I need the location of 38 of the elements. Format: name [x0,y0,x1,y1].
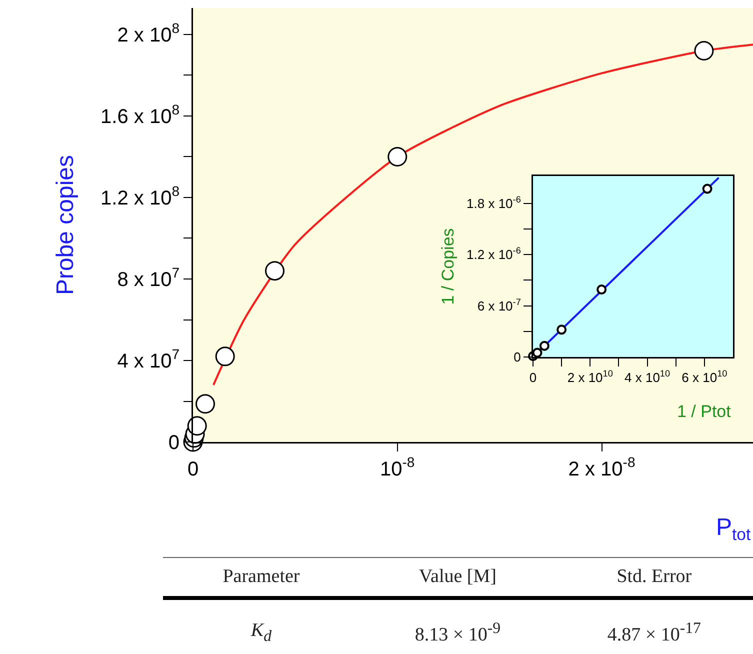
text: Parameter [222,566,301,588]
x-axis-title: 1 / Ptot [677,402,732,421]
text: 8.13 × 10$^{-9}$ [414,620,502,646]
x-tick-label: 10$^{-8}$ [380,454,415,480]
y-tick-label: 8 x 10$^{7}$ [117,264,180,291]
point [596,284,607,295]
x-tick-label: 2 x 10$^{-8}$ [568,454,636,480]
x-tick-label: 6 x 10$^{10}$ [682,368,728,386]
text: Value [M] [418,566,498,588]
point [556,324,567,335]
text: Std. Error [616,566,693,588]
y-axis-title: 1 / Copies [438,228,458,305]
x-tick-label: 0 [187,458,199,480]
y-tick-label: 0 [168,432,180,454]
x-tick-label: 2 x 10$^{10}$ [567,368,613,386]
point [196,394,216,414]
y-tick-label: 1.8 x 10$^{-6}$ [466,194,521,211]
text: K$_{d}$ [250,620,273,646]
point [388,146,408,166]
point [187,416,207,436]
point [539,340,550,351]
text: 4.87 × 10$^{-17}$ [606,620,702,646]
y-tick-label: 1.2 x 10$^{-6}$ [466,246,521,262]
y-tick-label: 6 x 10$^{-7}$ [477,296,521,314]
y-tick-label: 2 x 10$^{8}$ [117,20,180,46]
x-tick-label: 0 [529,370,537,386]
point [532,348,542,358]
point [265,261,284,281]
y-tick-label: 1.2 x 10$^{8}$ [100,183,180,210]
x-axis-title: P$_{tot}$ [716,514,752,544]
point [702,184,712,194]
y-axis-title: Probe copies [52,154,79,296]
point [694,41,714,61]
point [215,346,235,366]
x-tick-label: 4 x 10$^{10}$ [624,368,670,386]
y-tick-label: 1.6 x 10$^{8}$ [100,102,180,128]
y-tick-label: 0 [514,350,521,365]
y-tick-label: 4 x 10$^{7}$ [117,346,180,372]
